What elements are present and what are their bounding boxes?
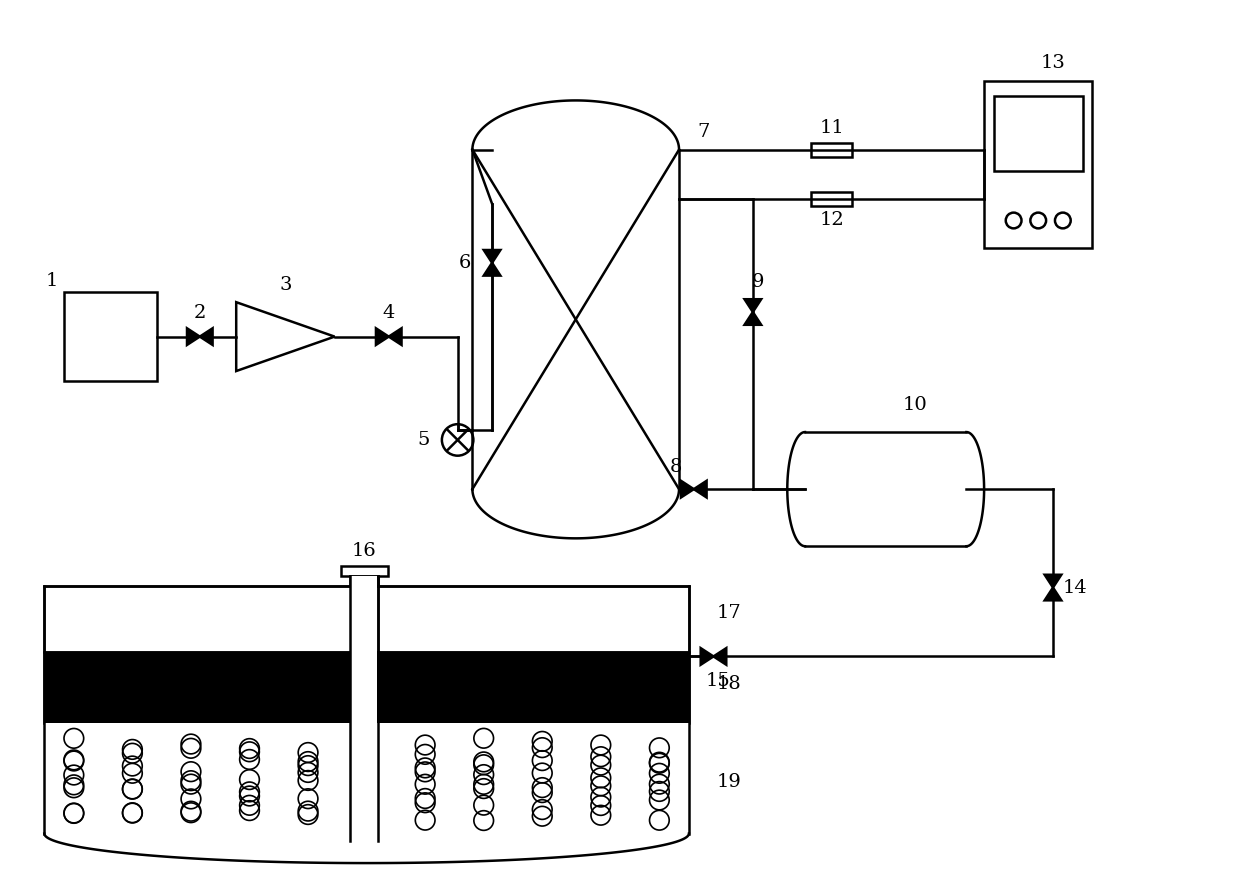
Text: 4: 4 [383, 304, 394, 322]
Polygon shape [200, 328, 212, 345]
Polygon shape [701, 648, 713, 664]
Text: 12: 12 [820, 212, 844, 229]
Text: 16: 16 [352, 542, 377, 560]
Text: 14: 14 [1063, 578, 1087, 596]
Text: 11: 11 [820, 119, 844, 137]
Polygon shape [236, 303, 335, 371]
Bar [64, 292, 157, 381]
Polygon shape [713, 648, 727, 664]
Bar [45, 652, 689, 724]
Polygon shape [744, 312, 761, 324]
Polygon shape [1044, 588, 1061, 600]
Text: 7: 7 [697, 123, 709, 141]
Bar [994, 96, 1083, 171]
Polygon shape [376, 328, 389, 345]
Bar [341, 566, 388, 576]
Text: 17: 17 [717, 604, 742, 622]
Text: 2: 2 [193, 304, 206, 322]
Text: 18: 18 [717, 675, 742, 693]
Bar [351, 576, 377, 841]
Text: 8: 8 [670, 459, 682, 476]
Text: 19: 19 [717, 773, 742, 792]
Polygon shape [484, 250, 501, 262]
Polygon shape [744, 299, 761, 312]
Bar [351, 576, 378, 586]
Polygon shape [1044, 575, 1061, 588]
Polygon shape [681, 480, 694, 497]
Bar [985, 81, 1092, 248]
Text: 5: 5 [417, 431, 429, 449]
Text: 3: 3 [279, 276, 291, 295]
Polygon shape [187, 328, 200, 345]
Text: 15: 15 [706, 672, 730, 690]
Text: 13: 13 [1040, 54, 1065, 72]
Text: 10: 10 [903, 396, 928, 413]
Polygon shape [389, 328, 402, 345]
Text: 1: 1 [46, 271, 58, 290]
Bar [811, 143, 852, 156]
Text: 9: 9 [751, 274, 764, 291]
Text: 6: 6 [459, 254, 471, 272]
Polygon shape [484, 262, 501, 276]
Bar [45, 586, 689, 652]
Bar [811, 192, 852, 206]
Polygon shape [694, 480, 707, 497]
Bar [45, 724, 689, 834]
